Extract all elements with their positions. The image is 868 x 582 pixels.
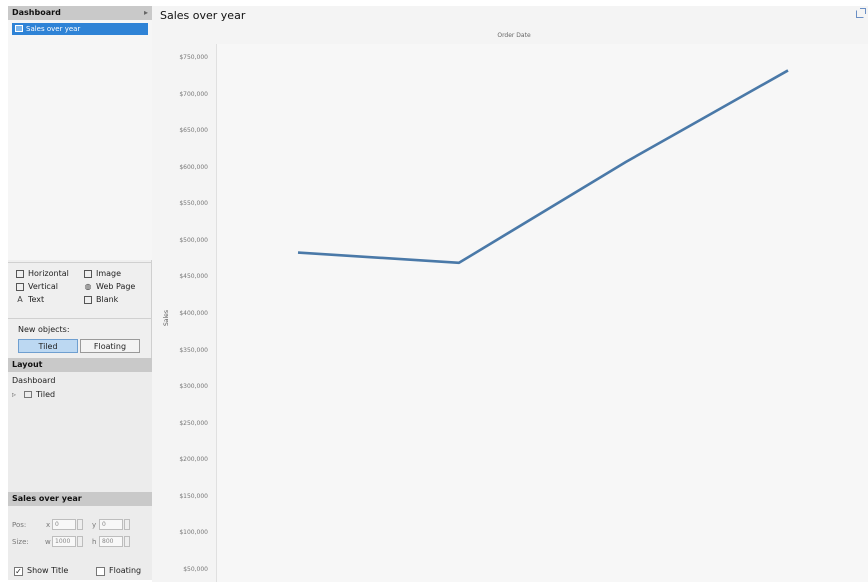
y-tick-label: $650,000 [179, 127, 208, 135]
floating-checkbox-label: Floating [109, 566, 142, 575]
panel-options-icon[interactable]: ▸ [143, 8, 148, 17]
layout-section-title: Layout [12, 360, 43, 369]
size-w-stepper[interactable] [77, 536, 83, 547]
sheet-list: Sales over year [8, 20, 152, 260]
show-title-label: Show Title [27, 566, 69, 575]
object-web-page[interactable]: ◍ Web Page [84, 282, 136, 292]
checkbox-checked-icon: ✓ [14, 567, 23, 576]
object-text[interactable]: A Text [16, 295, 44, 305]
y-tick-label: $500,000 [179, 236, 208, 244]
y-axis-label: Sales [163, 310, 170, 326]
y-tick-label: $250,000 [179, 419, 208, 427]
y-tick-label: $600,000 [179, 163, 208, 171]
blank-icon [84, 296, 92, 304]
dashboard-side-panel: Dashboard ▸ Sales over year Horizontal I… [8, 6, 152, 580]
properties-section-header: Sales over year [8, 492, 152, 506]
layout-section-header: Layout [8, 358, 152, 372]
sheet-title: Sales over year [160, 9, 246, 22]
y-tick-label: $150,000 [179, 492, 208, 500]
objects-palette: Horizontal Image Vertical ◍ Web Page A T… [8, 262, 152, 319]
layout-tree-root[interactable]: Dashboard [12, 376, 56, 385]
pos-y-stepper[interactable] [124, 519, 130, 530]
floating-checkbox[interactable]: Floating [96, 566, 141, 576]
y-tick-label: $550,000 [179, 200, 208, 208]
size-label: Size: [12, 538, 29, 546]
layout-tree-item-tiled[interactable]: ▹ Tiled [12, 390, 55, 399]
object-blank[interactable]: Blank [84, 295, 118, 305]
object-vertical[interactable]: Vertical [16, 282, 58, 292]
y-tick-label: $400,000 [179, 310, 208, 317]
y-tick-label: $300,000 [179, 383, 208, 391]
size-h-stepper[interactable] [124, 536, 130, 547]
layout-tree: Dashboard ▹ Tiled [8, 372, 152, 492]
expand-arrow-icon[interactable]: ▹ [12, 390, 17, 399]
dashboard-canvas: Sales over year Order Date $750,000 $700,… [152, 6, 868, 582]
y-tick-label: $50,000 [183, 566, 208, 573]
column-header-order-date: Order Date [497, 32, 531, 39]
data-point-2011[interactable] [295, 250, 301, 256]
h-label: h [92, 538, 97, 546]
checkbox-unchecked-icon [96, 567, 105, 576]
object-image[interactable]: Image [84, 269, 121, 279]
floating-toggle-button[interactable]: Floating [80, 339, 140, 353]
layout-tree-item-label: Tiled [36, 390, 56, 399]
data-point-2012[interactable] [456, 260, 462, 266]
new-objects-section: New objects: Tiled Floating [8, 318, 152, 363]
y-tick-label: $700,000 [179, 90, 208, 98]
object-label: Image [96, 269, 122, 278]
pos-x-stepper[interactable] [77, 519, 83, 530]
w-label: w [45, 538, 51, 546]
object-label: Blank [96, 295, 119, 304]
object-label: Text [28, 295, 45, 304]
sheet-item-sales-over-year[interactable]: Sales over year [12, 23, 148, 35]
properties-section-title: Sales over year [12, 494, 82, 503]
y-tick-label: $750,000 [179, 54, 208, 61]
y-tick-label: $200,000 [179, 456, 208, 464]
data-point-2014[interactable] [785, 67, 791, 73]
tiled-container-icon [24, 391, 32, 398]
line-chart[interactable] [216, 44, 868, 582]
y-tick-label: $350,000 [179, 346, 208, 354]
sheet-item-label: Sales over year [26, 25, 81, 33]
vertical-container-icon [16, 283, 24, 291]
pos-label: Pos: [12, 521, 27, 529]
object-label: Vertical [28, 282, 58, 291]
y-tick-label: $450,000 [179, 273, 208, 281]
image-icon [84, 270, 92, 278]
go-to-sheet-icon[interactable] [856, 8, 866, 18]
chart-pane[interactable] [216, 44, 868, 582]
data-point-2013[interactable] [623, 159, 629, 165]
dashboard-section-title: Dashboard [12, 8, 61, 17]
y-tick-label: $100,000 [179, 529, 208, 537]
object-horizontal[interactable]: Horizontal [16, 269, 69, 279]
pos-x-field[interactable]: 0 [52, 519, 76, 530]
size-h-field[interactable]: 800 [99, 536, 123, 547]
sheet-icon [15, 25, 23, 32]
web-page-icon: ◍ [84, 282, 92, 291]
size-w-field[interactable]: 1000 [52, 536, 76, 547]
text-icon: A [17, 295, 23, 304]
object-label: Web Page [96, 282, 136, 291]
show-title-checkbox[interactable]: ✓ Show Title [14, 566, 68, 576]
x-label: x [46, 521, 51, 529]
horizontal-container-icon [16, 270, 24, 278]
new-objects-label: New objects: [18, 325, 70, 334]
sales-line[interactable] [297, 69, 789, 265]
object-label: Horizontal [28, 269, 69, 278]
pos-y-field[interactable]: 0 [99, 519, 123, 530]
y-label: y [92, 521, 97, 529]
properties-panel: Pos: x 0 y 0 Size: w 1000 h 800 ✓ Show T… [8, 506, 152, 580]
dashboard-section-header: Dashboard ▸ [8, 6, 152, 20]
tiled-toggle-button[interactable]: Tiled [18, 339, 78, 353]
